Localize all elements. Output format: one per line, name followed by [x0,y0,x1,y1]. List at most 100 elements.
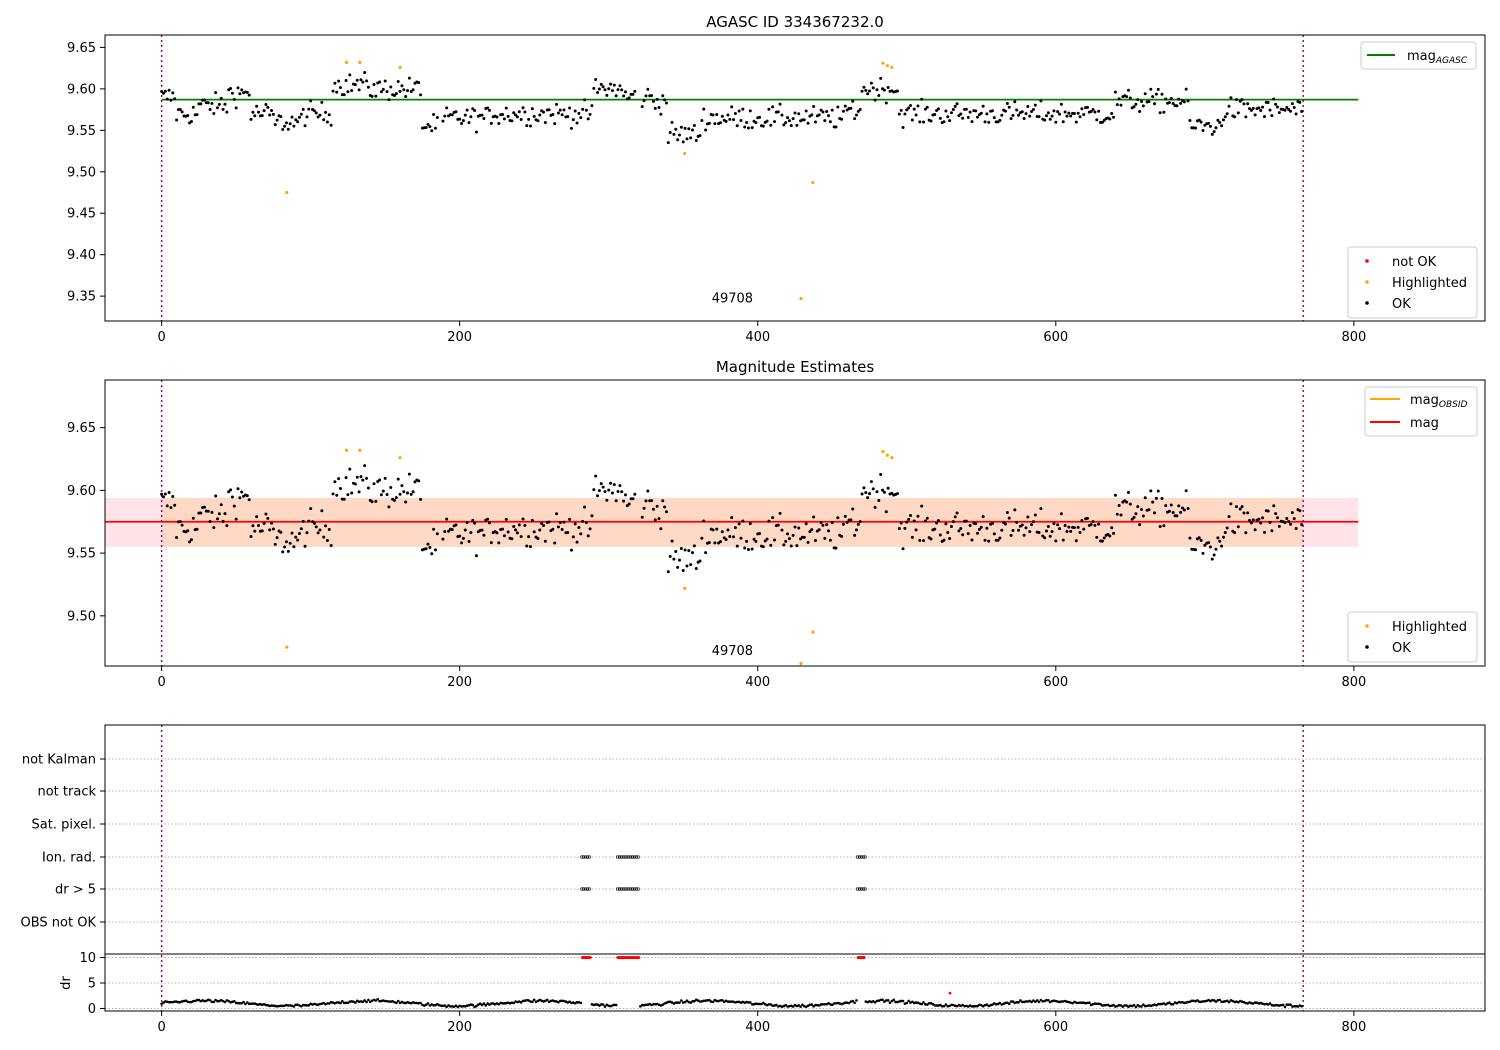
data-point [691,128,695,132]
data-point [1112,115,1116,119]
dr-point [652,1002,655,1006]
data-point [752,537,756,541]
data-point [1100,539,1104,543]
data-point [797,112,801,116]
dr-point [1292,1005,1296,1008]
data-point [556,525,560,529]
data-point [551,113,555,117]
data-point [1164,504,1168,508]
data-point [465,108,469,112]
x-tick-label: 800 [1341,1020,1366,1035]
data-point [1300,523,1304,527]
data-point [793,525,797,529]
data-point [1024,112,1028,116]
panel-agasc: AGASC ID 334367232.0 49708 0 200 400 600 800… [67,13,1486,345]
data-point [1212,130,1216,134]
data-point [862,85,866,89]
dr-point [1112,1003,1115,1007]
data-point [1268,520,1272,524]
dr-point [342,1001,346,1005]
data-point [519,117,523,121]
data-point [907,517,911,521]
axes: 0 200 400 600 800 9.50 9.55 9.60 9.65 [67,421,1366,690]
dr-point [1086,1001,1089,1005]
data-point [195,527,199,531]
data-point [918,538,922,542]
data-point [189,119,193,123]
data-point [741,519,745,523]
data-point [171,91,175,95]
data-point [678,133,682,137]
flag-point [627,887,631,891]
dr-point [210,1000,214,1004]
data-point [1261,516,1265,520]
legend-lower: not OK Highlighted OK [1347,246,1478,319]
data-point [733,112,737,116]
data-point [987,120,991,124]
highlighted-point [358,448,362,452]
data-point [864,88,868,92]
data-point [502,117,506,121]
data-point [1072,526,1076,530]
legend-label-sub: OBSID [1439,400,1468,410]
data-point [370,500,374,504]
data-point [504,106,508,110]
data-point [338,86,342,90]
data-point [922,539,926,543]
data-point [1093,110,1097,114]
data-point [836,516,840,520]
data-point [1227,515,1231,519]
data-point [1115,512,1119,516]
dr-point [814,1003,817,1007]
data-point [240,88,244,92]
dr-point [719,999,722,1002]
data-point [169,506,173,510]
data-point [1082,527,1086,531]
data-point [325,538,329,542]
dr-point [374,999,378,1002]
data-point [519,535,523,539]
dr-point [326,1002,329,1005]
data-point [659,112,663,116]
dr-tick-label: 0 [88,1002,96,1017]
data-point [694,139,698,143]
data-point [1156,489,1160,493]
data-point [575,540,579,544]
data-point [396,477,400,481]
data-point [1007,105,1011,109]
data-point [1236,111,1240,115]
dr-point [335,1001,339,1004]
data-point [1031,520,1035,524]
legend-upper: magAGASC [1360,41,1477,70]
data-point [657,106,661,110]
data-point [1024,526,1028,530]
data-point [1139,99,1143,103]
dr-point [1168,1001,1171,1004]
dr-point [1196,999,1199,1002]
data-point [381,489,385,493]
dr-point [653,1002,657,1006]
data-point [1089,109,1093,113]
dr-point [1227,1000,1231,1004]
data-point [260,529,264,533]
dr-point [961,1003,964,1007]
dr-point [933,1003,937,1007]
data-point [1272,97,1276,101]
data-point [1050,530,1054,534]
data-point [1031,108,1035,112]
dr-point [424,1003,428,1007]
dr-point [1080,1001,1084,1005]
data-point [983,538,987,542]
dr-point [970,1005,974,1008]
data-point [594,474,598,478]
dr-point [227,999,230,1003]
dr-point [750,1002,754,1006]
data-point [758,115,762,119]
data-point [670,539,674,543]
data-point [1251,518,1255,522]
data-point [912,107,916,111]
dr-point [639,1005,642,1008]
data-point [730,516,734,520]
data-point [823,119,827,123]
data-point [396,79,400,83]
